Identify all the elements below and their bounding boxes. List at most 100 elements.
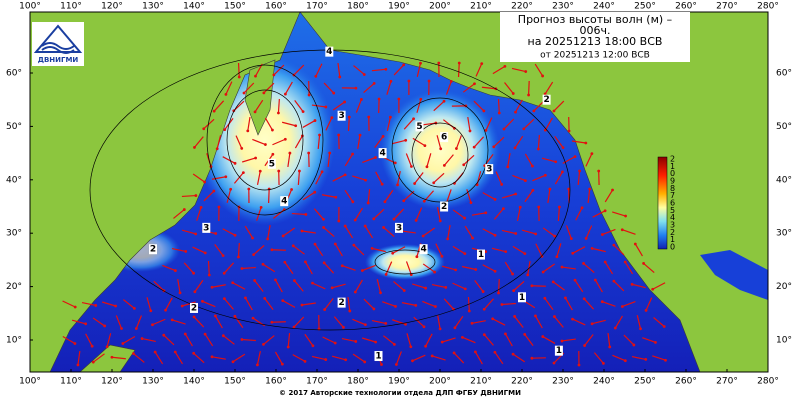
wave-arrow-head (536, 147, 540, 151)
wave-arrow (467, 116, 471, 132)
wave-arrow-head (311, 281, 314, 285)
wave-arrow (463, 154, 475, 166)
wave-arrow-head (324, 105, 328, 109)
wave-arrow (203, 118, 215, 130)
wave-arrow (443, 154, 454, 166)
wave-arrow (344, 225, 354, 239)
wave-arrow (385, 261, 393, 275)
wave-arrow (593, 352, 604, 364)
wave-arrow-head (644, 309, 648, 312)
contour-label: 4 (420, 245, 426, 255)
wave-arrow (462, 336, 476, 344)
wave-arrow (602, 301, 616, 307)
contour-label: 2 (441, 202, 447, 212)
wave-arrow (386, 117, 391, 131)
wave-arrow (181, 194, 196, 198)
wave-arrow (454, 315, 464, 329)
wave-arrow (337, 62, 341, 78)
wave-arrow (471, 212, 486, 216)
wave-arrow (544, 117, 553, 131)
wave-arrow (554, 171, 563, 185)
wave-arrow (292, 354, 306, 362)
wave-arrow (474, 280, 484, 292)
wave-arrow (232, 282, 246, 290)
wave-arrow-head (481, 290, 485, 293)
colorbar-label: 8 (670, 184, 675, 193)
wave-arrow-head (541, 270, 545, 274)
wave-arrow-head (233, 314, 237, 318)
wave-arrow-head (240, 338, 244, 341)
wave-arrow (557, 206, 560, 222)
wave-arrow (172, 319, 186, 325)
lon-label-bottom: 210° (470, 377, 492, 387)
wave-arrow (254, 63, 263, 77)
colorbar-label: 3 (670, 221, 675, 230)
wave-arrow-head (524, 70, 528, 73)
lon-label-bottom: 270° (716, 377, 738, 387)
wave-arrow-head (600, 233, 604, 236)
wave-arrow (223, 262, 235, 274)
wave-arrow (602, 228, 616, 236)
wave-arrow (297, 170, 301, 186)
wave-arrow (373, 208, 385, 220)
wave-arrow (425, 333, 433, 347)
wave-arrow-head (251, 316, 255, 320)
colorbar-label: 5 (670, 206, 675, 215)
wave-arrow-head (194, 232, 198, 236)
wave-arrow-head (333, 341, 337, 345)
lat-label-right: 50° (776, 122, 792, 132)
wave-arrows (62, 61, 667, 367)
wave-arrow (262, 263, 276, 273)
wave-arrow-head (469, 201, 473, 205)
wave-arrow (263, 335, 275, 345)
wave-arrow-head (537, 205, 541, 209)
wave-arrow (332, 174, 346, 182)
wave-arrow (547, 188, 551, 204)
wave-arrow (254, 280, 264, 292)
wave-arrow-head (419, 97, 423, 101)
wave-arrow-head (330, 116, 334, 120)
land-islands (79, 344, 136, 372)
wave-arrow-head (283, 260, 287, 264)
wave-arrow-head (313, 242, 317, 246)
wave-arrow-head (664, 358, 667, 362)
wave-arrow (233, 100, 245, 112)
wave-arrow (414, 172, 424, 184)
wave-arrow (422, 227, 435, 237)
lon-label-top: 180° (347, 2, 369, 12)
lat-label-left: 20° (6, 282, 22, 292)
wave-arrow (102, 301, 116, 307)
wave-arrow (357, 134, 361, 150)
wave-arrow (214, 244, 224, 256)
wave-arrow-head (444, 286, 448, 289)
wave-arrow-head (283, 137, 287, 141)
wave-arrow (332, 101, 345, 111)
lon-label-top: 220° (511, 2, 533, 12)
wave-arrow-head (351, 152, 354, 156)
wave-arrow-head (497, 291, 500, 295)
wave-arrow-head (382, 226, 385, 229)
wave-arrow-head (271, 128, 274, 132)
wave-arrow-head (307, 93, 311, 97)
header-line: 006ч. (580, 24, 611, 37)
wave-arrow (383, 335, 395, 345)
wave-arrow-head (374, 156, 377, 159)
wave-arrow-head (442, 99, 446, 103)
wave-arrow-head (360, 269, 364, 272)
wave-arrow (243, 82, 255, 94)
colorbar-label: 0 (670, 169, 675, 178)
wave-arrow-head (578, 169, 581, 173)
wave-arrow (631, 356, 646, 360)
wave-arrow-head (280, 362, 284, 366)
wave-arrow-head (391, 251, 395, 255)
wave-arrow-head (120, 327, 123, 330)
wave-arrow-head (623, 260, 627, 264)
wave-arrow-head (84, 322, 88, 326)
lon-label-top: 100° (19, 2, 41, 12)
wave-arrow-head (149, 309, 153, 313)
wave-arrow (264, 298, 274, 310)
wave-arrow (77, 350, 81, 366)
wave-arrow (553, 100, 565, 112)
wave-arrow-head (463, 252, 467, 256)
wave-arrow (115, 315, 123, 329)
